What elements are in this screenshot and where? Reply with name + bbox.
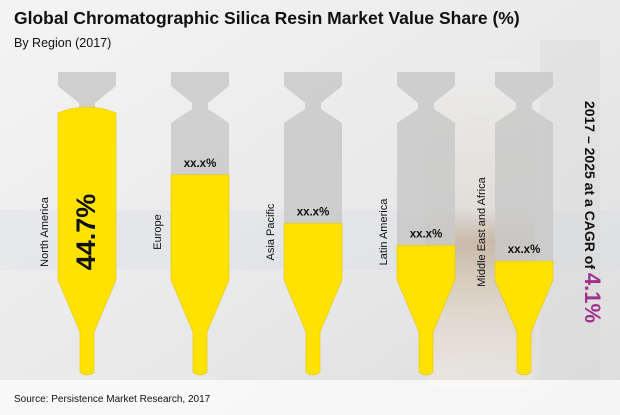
category-label-middle-east-and-africa: Middle East and Africa	[476, 176, 488, 286]
chart-subtitle: By Region (2017)	[14, 36, 112, 50]
category-label-latin-america: Latin America	[378, 198, 390, 266]
bar-europe	[170, 174, 230, 376]
value-label-asia-pacific: xx.x%	[297, 206, 330, 218]
category-label-north-america: North America	[39, 196, 51, 267]
cagr-text: 2017 – 2025 at a CAGR of	[582, 100, 598, 270]
value-label-europe: xx.x%	[184, 158, 217, 170]
value-label-north-america: 44.7%	[71, 194, 101, 271]
bar-latin-america	[396, 245, 456, 376]
value-label-middle-east-and-africa: xx.x%	[508, 244, 541, 256]
chart-title: Global Chromatographic Silica Resin Mark…	[14, 8, 520, 28]
category-label-asia-pacific: Asia Pacific	[265, 203, 277, 260]
source-note: Source: Persistence Market Research, 201…	[14, 394, 211, 405]
bar-middle-east-and-africa	[494, 260, 554, 376]
cagr-value: 4.1%	[580, 272, 605, 324]
bar-north-america	[57, 106, 117, 376]
bar-asia-pacific	[283, 223, 343, 376]
value-label-latin-america: xx.x%	[410, 228, 443, 240]
category-label-europe: Europe	[152, 214, 164, 249]
